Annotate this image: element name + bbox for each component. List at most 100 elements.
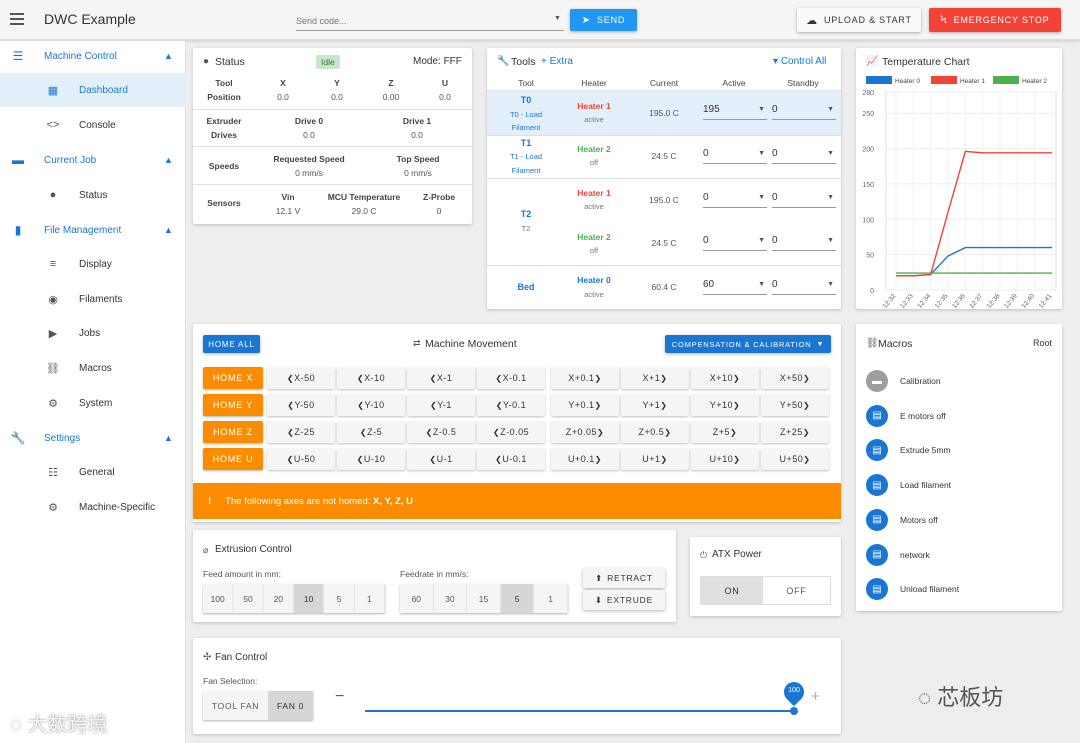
heater-1-label[interactable]: Heater 1 [577,101,611,111]
fan-slider-track[interactable] [365,710,793,712]
active-temp-select[interactable]: 0 ▼ [703,144,767,164]
move-button[interactable]: ❮ X-50 [267,367,335,389]
move-button[interactable]: ❮ Z-0.05 [477,421,545,443]
macro-item[interactable]: ▤ Motors off [866,508,938,532]
sidebar-group-current-job[interactable]: ▬ Current Job ▲ [12,153,173,167]
tool-t0-load-link-2[interactable]: Filament [511,123,541,132]
macro-item[interactable]: ▤ E motors off [866,404,946,428]
move-button[interactable]: Z+5 ❯ [691,421,759,443]
macro-item[interactable]: ▤ network [866,543,930,567]
macro-item[interactable]: ▤ Extrude 5mm [866,438,951,462]
move-button[interactable]: ❮ U-1 [407,448,475,470]
tool-t1-load-link-2[interactable]: Filament [511,166,541,175]
move-button[interactable]: U+10 ❯ [691,448,759,470]
move-button[interactable]: Z+25 ❯ [761,421,829,443]
home-z-button[interactable]: HOME Z [203,421,263,443]
feed-option[interactable]: 1 [355,584,385,613]
history-chevron-icon[interactable]: ▼ [554,15,561,22]
move-button[interactable]: X+10 ❯ [691,367,759,389]
heater-0-label[interactable]: Heater 0 [577,275,611,285]
move-button[interactable]: U+0.1 ❯ [551,448,619,470]
sidebar-group-settings[interactable]: 🔧 Settings ▲ [10,431,173,445]
move-button[interactable]: ❮ U-0.1 [477,448,545,470]
fan-0-button[interactable]: FAN 0 [268,691,313,720]
tool-t1-load-link[interactable]: T1 - Load [509,152,543,161]
feedrate-option[interactable]: 30 [434,584,468,613]
move-button[interactable]: Y+10 ❯ [691,394,759,416]
move-button[interactable]: X+0.1 ❯ [551,367,619,389]
move-button[interactable]: ❮ X-10 [337,367,405,389]
sidebar-item-system[interactable]: ⚙ System [0,386,186,420]
fan-slider-thumb[interactable] [790,707,798,715]
move-button[interactable]: ❮ X-1 [407,367,475,389]
feed-option[interactable]: 50 [233,584,264,613]
move-button[interactable]: ❮ Z-25 [267,421,335,443]
sidebar-item-filaments[interactable]: ◉ Filaments [0,282,186,316]
macro-item[interactable]: ▤ Unload filament [866,577,959,601]
feed-option[interactable]: 100 [203,584,234,613]
standby-temp-select[interactable]: 0 ▼ [772,100,836,120]
move-button[interactable]: ❮ U-50 [267,448,335,470]
move-button[interactable]: ❮ Z-0.5 [407,421,475,443]
extra-button[interactable]: + Extra [541,56,573,67]
plus-icon[interactable]: + [811,688,820,705]
active-temp-select[interactable]: 60 ▼ [703,275,767,295]
sidebar-item-dashboard[interactable]: ▦ Dashboard [0,73,186,107]
send-code-input[interactable] [296,11,564,31]
move-button[interactable]: X+1 ❯ [621,367,689,389]
tool-fan-button[interactable]: TOOL FAN [211,700,260,711]
move-button[interactable]: ❮ Z-5 [337,421,405,443]
active-temp-select[interactable]: 0 ▼ [703,231,767,251]
bed-name[interactable]: Bed [517,282,535,292]
move-button[interactable]: ❮ X-0.1 [477,367,545,389]
feedrate-option[interactable]: 1 [534,584,568,613]
move-button[interactable]: ❮ Y-50 [267,394,335,416]
sidebar-item-console[interactable]: <> Console [46,119,116,131]
heater-2-label[interactable]: Heater 2 [577,232,611,242]
compensation-calibration-button[interactable]: COMPENSATION & CALIBRATION ▼ [665,335,831,353]
move-button[interactable]: Z+0.5 ❯ [621,421,689,443]
sidebar-item-macros[interactable]: ⛓ Macros [46,362,112,375]
sidebar-item-status[interactable]: ● Status [0,178,186,212]
home-x-button[interactable]: HOME X [203,367,263,389]
home-u-button[interactable]: HOME U [203,448,263,470]
upload-start-button[interactable]: ☁ UPLOAD & START [797,8,921,32]
macro-item[interactable]: ▬ Calibration [866,369,941,393]
feedrate-option[interactable]: 15 [467,584,501,613]
active-temp-select[interactable]: 0 ▼ [703,188,767,208]
feed-option[interactable]: 5 [324,584,355,613]
move-button[interactable]: X+50 ❯ [761,367,829,389]
sidebar-item-display[interactable]: ≡ Display [0,247,186,281]
retract-button[interactable]: ⬆ RETRACT [583,568,665,588]
menu-icon[interactable] [10,13,24,25]
macro-item[interactable]: ▤ Load filament [866,473,951,497]
standby-temp-select[interactable]: 0 ▼ [772,144,836,164]
move-button[interactable]: ❮ Y-10 [337,394,405,416]
control-all-button[interactable]: ▾ Control All [773,56,827,67]
tool-t0-load-link[interactable]: T0 - Load [509,110,543,119]
move-button[interactable]: Y+0.1 ❯ [551,394,619,416]
tool-t1-name[interactable]: T1 [520,138,532,148]
sidebar-item-jobs[interactable]: ▶ Jobs [0,316,186,350]
feed-option[interactable]: 20 [264,584,294,613]
move-button[interactable]: Z+0.05 ❯ [551,421,619,443]
feedrate-option[interactable]: 5 [500,584,535,613]
atx-on-button[interactable]: ON [701,577,764,604]
standby-temp-select[interactable]: 0 ▼ [772,188,836,208]
active-temp-select[interactable]: 195 ▼ [703,100,767,120]
move-button[interactable]: Y+50 ❯ [761,394,829,416]
move-button[interactable]: U+50 ❯ [761,448,829,470]
standby-temp-select[interactable]: 0 ▼ [772,231,836,251]
move-button[interactable]: ❮ U-10 [337,448,405,470]
send-button[interactable]: ➤ SEND [570,9,637,31]
standby-temp-select[interactable]: 0 ▼ [772,275,836,295]
feed-option[interactable]: 10 [293,584,325,613]
extrude-button[interactable]: ⬇ EXTRUDE [583,590,665,610]
emergency-stop-button[interactable]: ϟ EMERGENCY STOP [929,8,1061,32]
atx-off-button[interactable]: OFF [763,577,830,604]
sidebar-group-machine-control[interactable]: ☰ Machine Control ▲ [12,49,173,63]
sidebar-item-machine-specific[interactable]: ⚙ Machine-Specific [0,490,186,524]
sidebar-item-general[interactable]: ☷ General [0,455,186,489]
minus-icon[interactable]: − [335,688,345,705]
root-breadcrumb[interactable]: Root [1033,338,1053,348]
